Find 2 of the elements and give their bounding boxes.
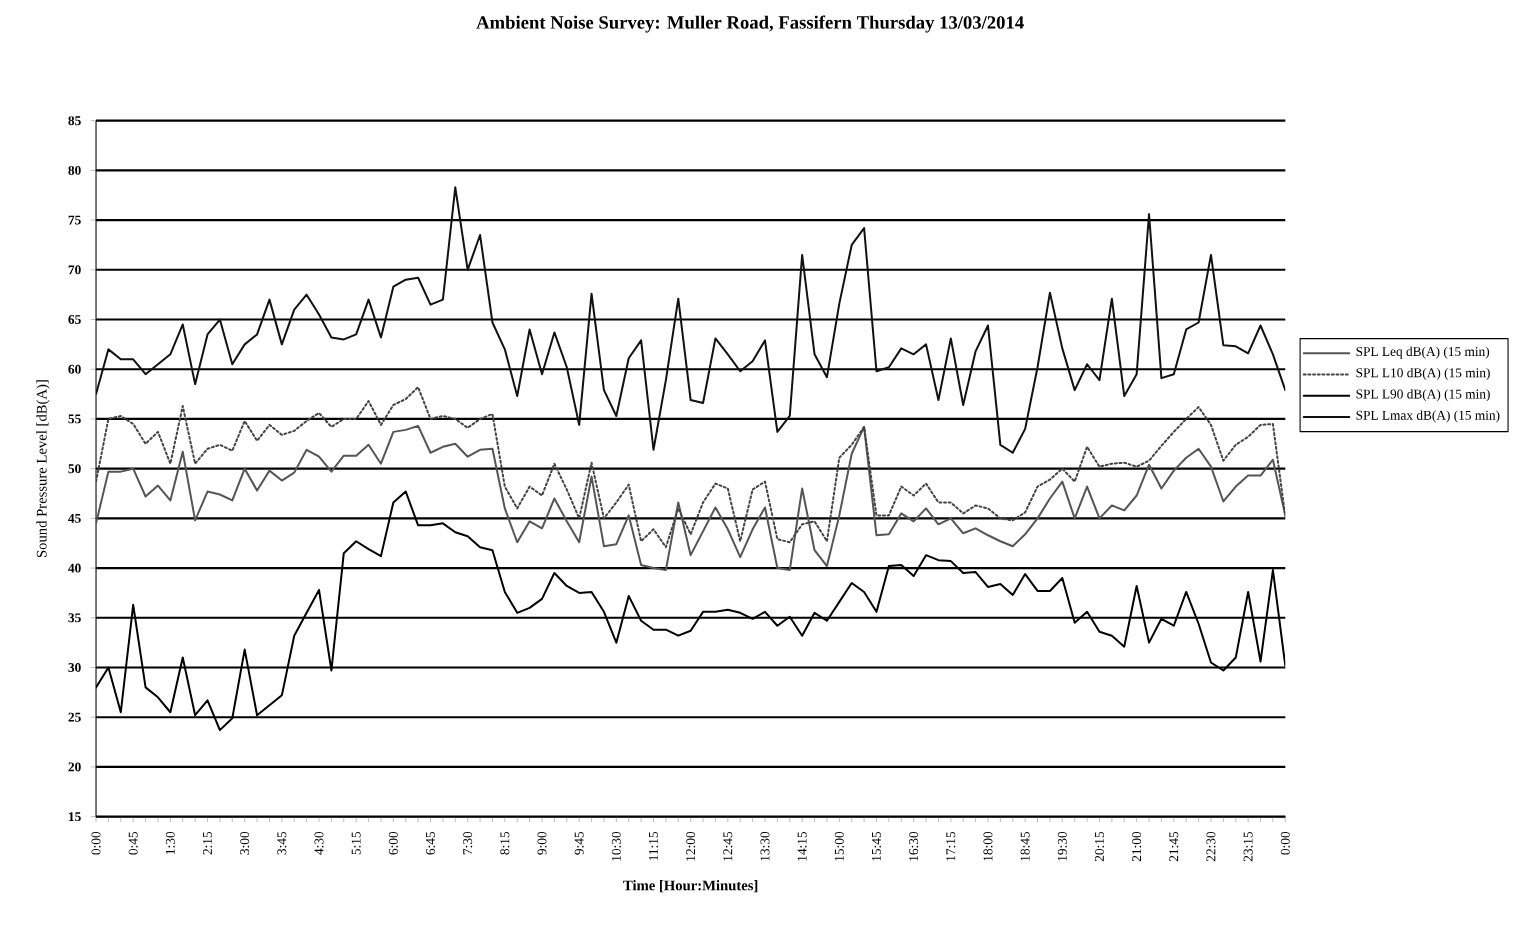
line-series <box>96 386 1286 549</box>
chart-title: Ambient Noise Survey: Muller Road, Fassifern Thursday 13/03/2014 <box>476 15 1024 33</box>
